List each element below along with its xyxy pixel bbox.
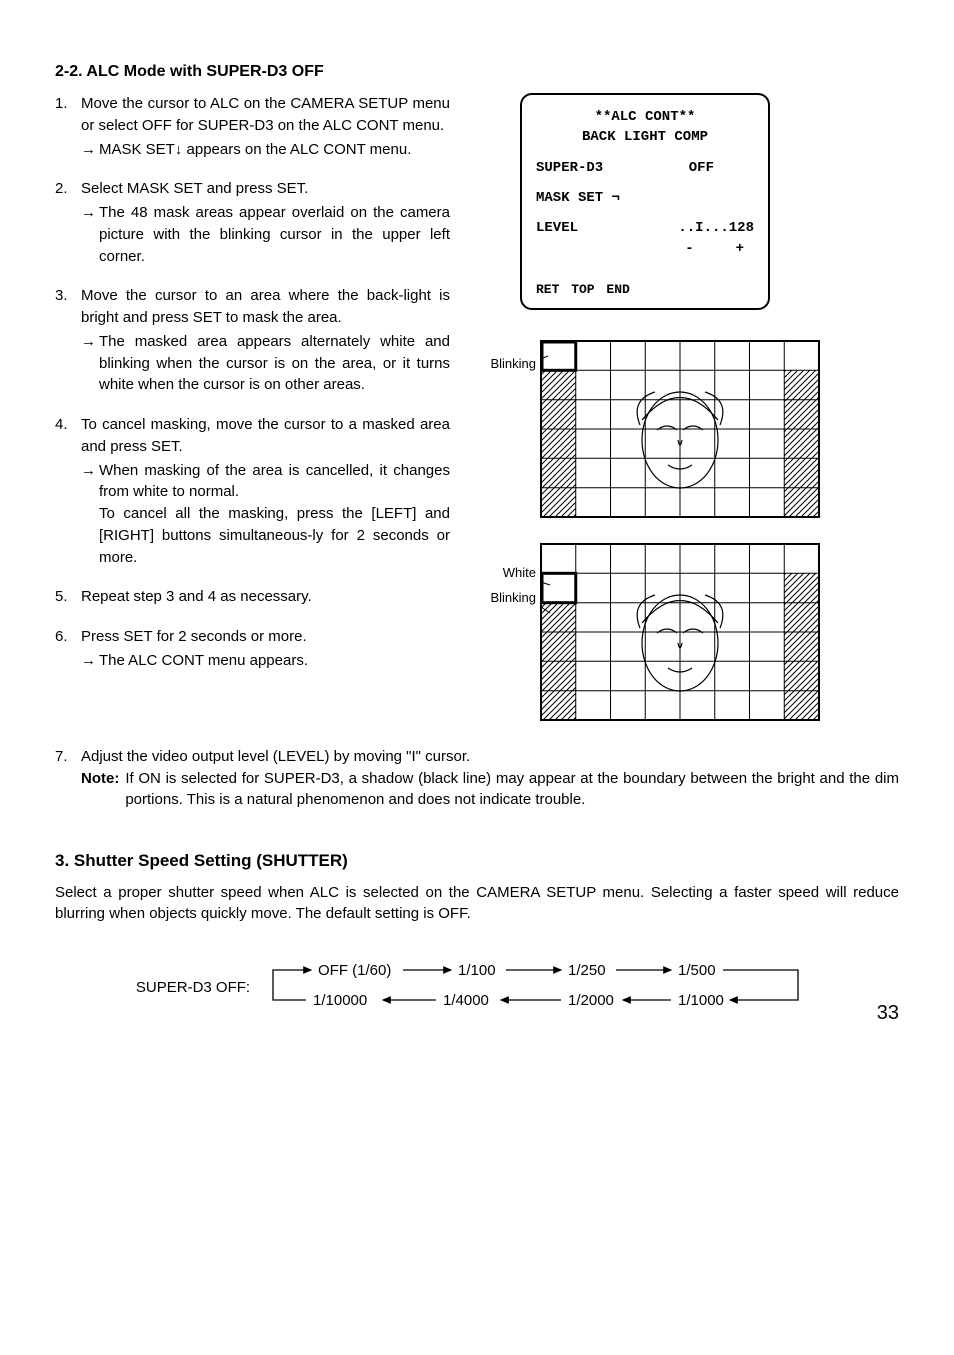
- steps-list: 1. Move the cursor to ALC on the CAMERA …: [55, 93, 450, 672]
- step-5: 5. Repeat step 3 and 4 as necessary.: [55, 586, 450, 608]
- step-4: 4. To cancel masking, move the cursor to…: [55, 414, 450, 568]
- menu-level-scale: - +: [536, 239, 754, 259]
- step-sub: → The masked area appears alternately wh…: [81, 331, 450, 396]
- step-6: 6. Press SET for 2 seconds or more. → Th…: [55, 626, 450, 672]
- step-sub: → The ALC CONT menu appears.: [81, 650, 450, 672]
- shutter-cycle-svg: OFF (1/60) 1/100 1/250 1/500 1/10000 1/4…: [258, 953, 818, 1023]
- label-blinking-2: Blinking: [480, 590, 536, 606]
- page-number: 33: [877, 999, 899, 1028]
- step-text: Move the cursor to an area where the bac…: [81, 285, 450, 329]
- menu-row-superd3: SUPER-D3 OFF: [536, 158, 754, 178]
- arrow-icon: →: [81, 331, 99, 396]
- step-1: 1. Move the cursor to ALC on the CAMERA …: [55, 93, 450, 160]
- val-100: 1/100: [458, 962, 496, 979]
- arrow-icon: →: [81, 650, 99, 672]
- section-3: 3. Shutter Speed Setting (SHUTTER) Selec…: [55, 849, 899, 1023]
- step-text: To cancel masking, move the cursor to a …: [81, 414, 450, 458]
- label-blinking: Blinking: [480, 356, 536, 372]
- step-2: 2. Select MASK SET and press SET. → The …: [55, 178, 450, 267]
- step-sub: → When masking of the area is cancelled,…: [81, 460, 450, 504]
- arrow-icon: →: [81, 460, 99, 504]
- note-label: Note:: [81, 768, 119, 812]
- menu-row-level: LEVEL ..I...128: [536, 218, 754, 238]
- label-white: White: [480, 565, 536, 581]
- step-text: Move the cursor to ALC on the CAMERA SET…: [81, 93, 450, 137]
- menu-title-1: **ALC CONT**: [536, 107, 754, 127]
- shutter-diagram: SUPER-D3 OFF: OFF (1/60) 1/100 1/250 1/5…: [55, 953, 899, 1023]
- step-extra: To cancel all the masking, press the [LE…: [81, 503, 450, 568]
- steps-list-continued: 7. Adjust the video output level (LEVEL)…: [55, 746, 899, 811]
- section-3-intro: Select a proper shutter speed when ALC i…: [55, 882, 899, 926]
- menu-footer: RET TOP END: [536, 281, 754, 300]
- grid-illustration-1: [540, 340, 820, 518]
- step-7: 7. Adjust the video output level (LEVEL)…: [55, 746, 899, 811]
- note: Note: If ON is selected for SUPER-D3, a …: [81, 768, 899, 812]
- step-sub: → MASK SET↓ appears on the ALC CONT menu…: [81, 139, 450, 161]
- arrow-icon: →: [81, 202, 99, 267]
- figure-blinking: Blinking: [480, 340, 870, 518]
- right-column: **ALC CONT** BACK LIGHT COMP SUPER-D3 OF…: [470, 93, 870, 746]
- alc-cont-menu: **ALC CONT** BACK LIGHT COMP SUPER-D3 OF…: [520, 93, 770, 310]
- val-250: 1/250: [568, 962, 606, 979]
- val-1000: 1/1000: [678, 992, 724, 1009]
- step-3: 3. Move the cursor to an area where the …: [55, 285, 450, 396]
- left-column: 1. Move the cursor to ALC on the CAMERA …: [55, 93, 450, 746]
- val-4000: 1/4000: [443, 992, 489, 1009]
- step-text: Select MASK SET and press SET.: [81, 178, 450, 200]
- menu-row-maskset: MASK SET ¬: [536, 188, 754, 208]
- val-500: 1/500: [678, 962, 716, 979]
- shutter-label: SUPER-D3 OFF:: [136, 977, 250, 999]
- section-2-2-title: 2-2. ALC Mode with SUPER-D3 OFF: [55, 60, 899, 83]
- menu-title-2: BACK LIGHT COMP: [536, 127, 754, 147]
- grid-illustration-2: [540, 543, 820, 721]
- step-sub: → The 48 mask areas appear overlaid on t…: [81, 202, 450, 267]
- two-column-layout: 1. Move the cursor to ALC on the CAMERA …: [55, 93, 899, 746]
- section-3-title: 3. Shutter Speed Setting (SHUTTER): [55, 849, 899, 874]
- note-text: If ON is selected for SUPER-D3, a shadow…: [125, 768, 899, 812]
- arrow-icon: →: [81, 139, 99, 161]
- val-2000: 1/2000: [568, 992, 614, 1009]
- step-text: Adjust the video output level (LEVEL) by…: [81, 746, 899, 768]
- step-text: Press SET for 2 seconds or more.: [81, 626, 450, 648]
- figure-white-blinking: White Blinking: [480, 543, 870, 721]
- val-10000: 1/10000: [313, 992, 367, 1009]
- section-2-2: 2-2. ALC Mode with SUPER-D3 OFF 1. Move …: [55, 60, 899, 811]
- val-off: OFF (1/60): [318, 962, 391, 979]
